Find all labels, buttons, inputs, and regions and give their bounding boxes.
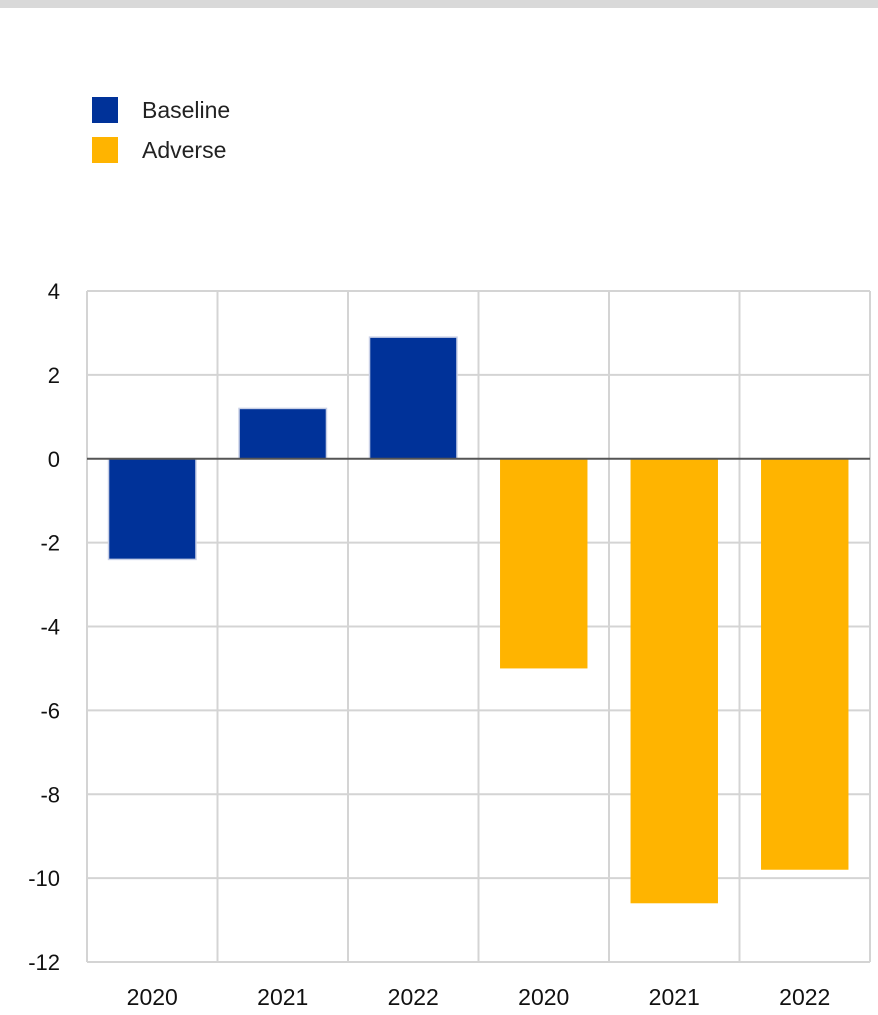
x-tick-label: 2020 xyxy=(127,984,178,1010)
y-tick-label: 0 xyxy=(48,447,60,472)
x-tick-label: 2021 xyxy=(257,984,308,1010)
x-tick-label: 2021 xyxy=(649,984,700,1010)
x-tick-label: 2020 xyxy=(518,984,569,1010)
y-tick-label: -2 xyxy=(40,531,60,556)
legend-item-baseline: Baseline xyxy=(92,90,230,130)
y-tick-label: -4 xyxy=(40,615,60,640)
bar-baseline-2020 xyxy=(107,458,197,561)
bar-adverse-2021 xyxy=(630,458,718,904)
x-tick-label: 2022 xyxy=(779,984,830,1010)
y-tick-label: -12 xyxy=(28,950,60,975)
bar-adverse-2022 xyxy=(761,458,849,870)
bar-baseline-2021 xyxy=(238,407,328,460)
legend-label-baseline: Baseline xyxy=(142,96,231,123)
legend-label-adverse: Adverse xyxy=(142,136,227,163)
legend-item-adverse: Adverse xyxy=(92,130,230,170)
y-tick-label: -10 xyxy=(28,866,60,891)
y-tick-label: -6 xyxy=(40,698,60,723)
legend-swatch-baseline xyxy=(92,97,118,123)
y-tick-label: 4 xyxy=(48,279,60,304)
chart-legend: Baseline Adverse xyxy=(92,90,230,170)
bar-adverse-2020 xyxy=(500,458,588,669)
bar-baseline-2022 xyxy=(368,336,458,460)
x-tick-label: 2022 xyxy=(388,984,439,1010)
legend-swatch-adverse xyxy=(92,137,118,163)
top-divider xyxy=(0,0,878,8)
y-tick-label: 2 xyxy=(48,363,60,388)
y-tick-label: -8 xyxy=(40,782,60,807)
